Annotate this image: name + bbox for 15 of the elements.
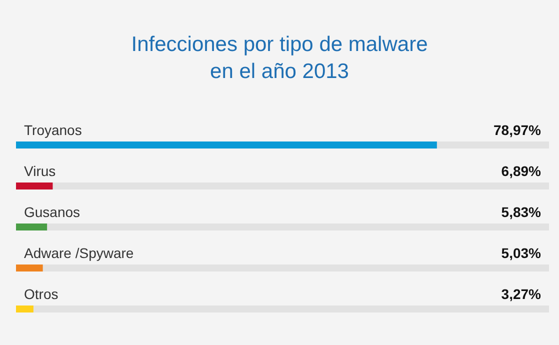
bar: [16, 264, 43, 272]
y-tick-label: Adware /Spyware: [24, 245, 134, 261]
bar: [16, 224, 48, 230]
data-label: 5,83%: [501, 204, 542, 220]
chart-title: Infecciones por tipo de malware en el año 2013: [131, 33, 428, 83]
data-label: 6,89%: [501, 163, 542, 179]
y-tick-label: Troyanos: [24, 122, 82, 138]
bar: [16, 306, 34, 312]
data-label: 5,03%: [501, 245, 542, 261]
y-tick-label: Virus: [24, 163, 56, 179]
data-label: 3,27%: [501, 286, 542, 302]
data-label: 78,97%: [494, 122, 542, 138]
bar: [16, 182, 53, 190]
y-tick-label: Otros: [24, 286, 58, 302]
y-tick-label: Gusanos: [24, 204, 80, 220]
